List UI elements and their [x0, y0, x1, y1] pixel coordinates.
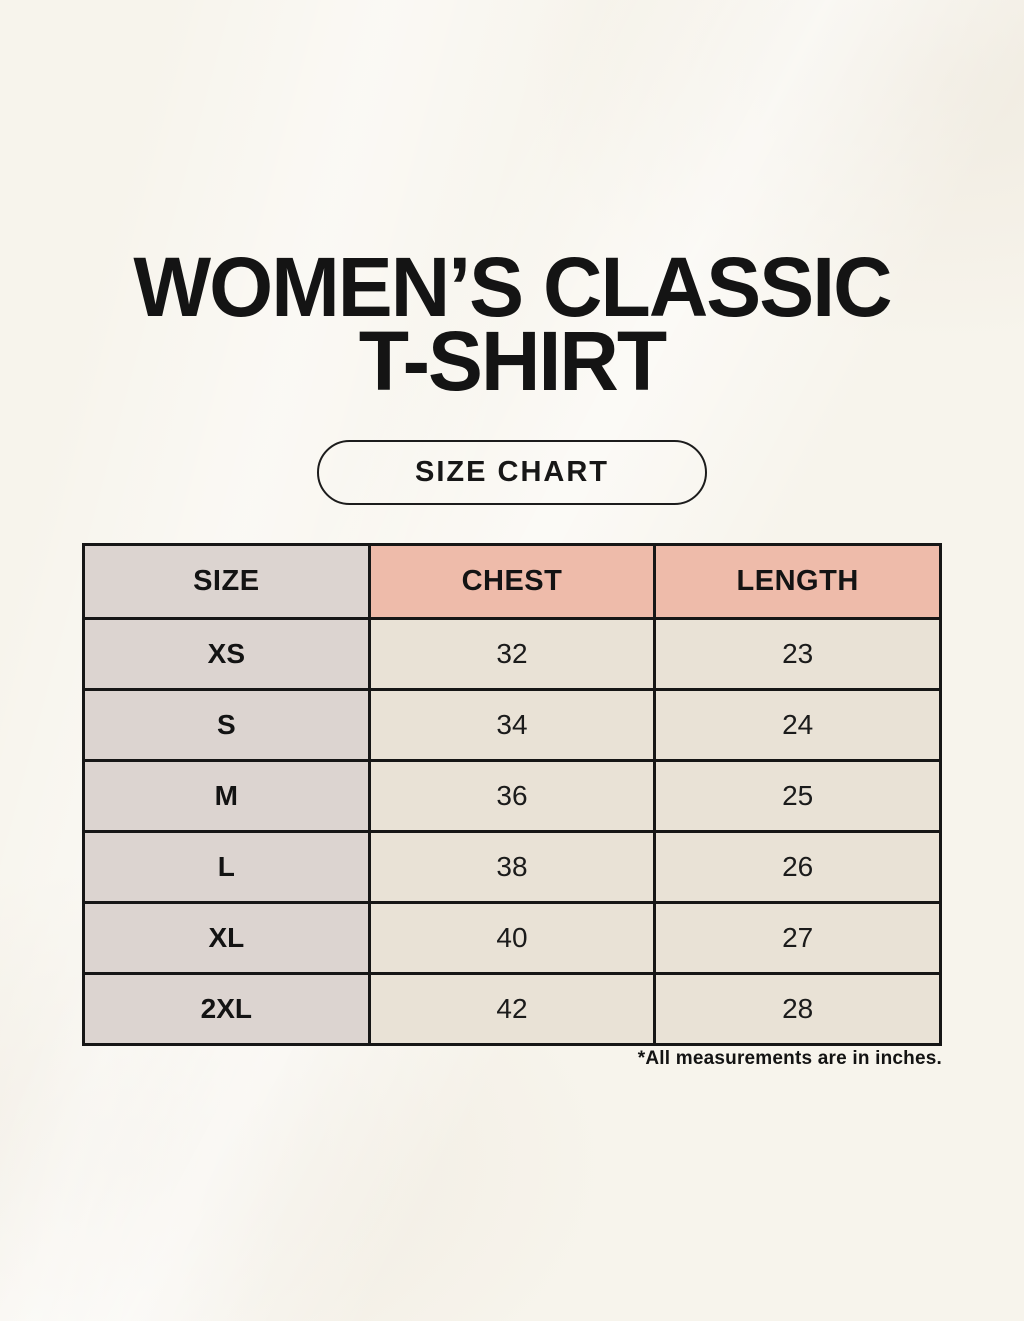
- length-cell: 25: [653, 759, 942, 833]
- length-cell: 24: [653, 688, 942, 762]
- chest-cell: 32: [367, 617, 657, 691]
- length-cell: 28: [653, 972, 942, 1046]
- chest-cell: 34: [367, 688, 657, 762]
- size-cell: L: [82, 830, 371, 904]
- size-chart-badge[interactable]: SIZE CHART: [317, 440, 707, 505]
- chest-cell: 38: [367, 830, 657, 904]
- table-row-m: M 36 25: [82, 759, 942, 833]
- chest-cell: 42: [367, 972, 657, 1046]
- size-cell: M: [82, 759, 371, 833]
- table-row-l: L 38 26: [82, 830, 942, 904]
- size-cell: XS: [82, 617, 371, 691]
- table-row-s: S 34 24: [82, 688, 942, 762]
- table-row-xl: XL 40 27: [82, 901, 942, 975]
- table-row-2xl: 2XL 42 28: [82, 972, 942, 1046]
- page-title-line-1: WOMEN’S CLASSIC: [133, 240, 892, 334]
- chest-cell: 40: [367, 901, 657, 975]
- length-cell: 26: [653, 830, 942, 904]
- size-cell: XL: [82, 901, 371, 975]
- size-table: SIZE CHEST LENGTH XS 32 23 S 34 24 M 36 …: [82, 543, 942, 1046]
- size-table-body: XS 32 23 S 34 24 M 36 25 L 38 26 XL 40: [82, 617, 942, 1046]
- header-row: SIZE CHEST LENGTH: [82, 543, 942, 620]
- header-cell-size: SIZE: [82, 543, 371, 620]
- measurements-footnote: *All measurements are in inches.: [637, 1048, 942, 1069]
- table-row-xs: XS 32 23: [82, 617, 942, 691]
- page-title: WOMEN’S CLASSIC T-SHIRT: [0, 240, 1024, 408]
- header-cell-length: LENGTH: [653, 543, 942, 620]
- size-table-header: SIZE CHEST LENGTH: [82, 543, 942, 620]
- size-cell: 2XL: [82, 972, 371, 1046]
- length-cell: 27: [653, 901, 942, 975]
- length-cell: 23: [653, 617, 942, 691]
- page-title-line-2: T-SHIRT: [358, 314, 667, 408]
- chest-cell: 36: [367, 759, 657, 833]
- size-cell: S: [82, 688, 371, 762]
- header-cell-chest: CHEST: [367, 543, 657, 620]
- size-chart-badge-label: SIZE CHART: [415, 456, 609, 488]
